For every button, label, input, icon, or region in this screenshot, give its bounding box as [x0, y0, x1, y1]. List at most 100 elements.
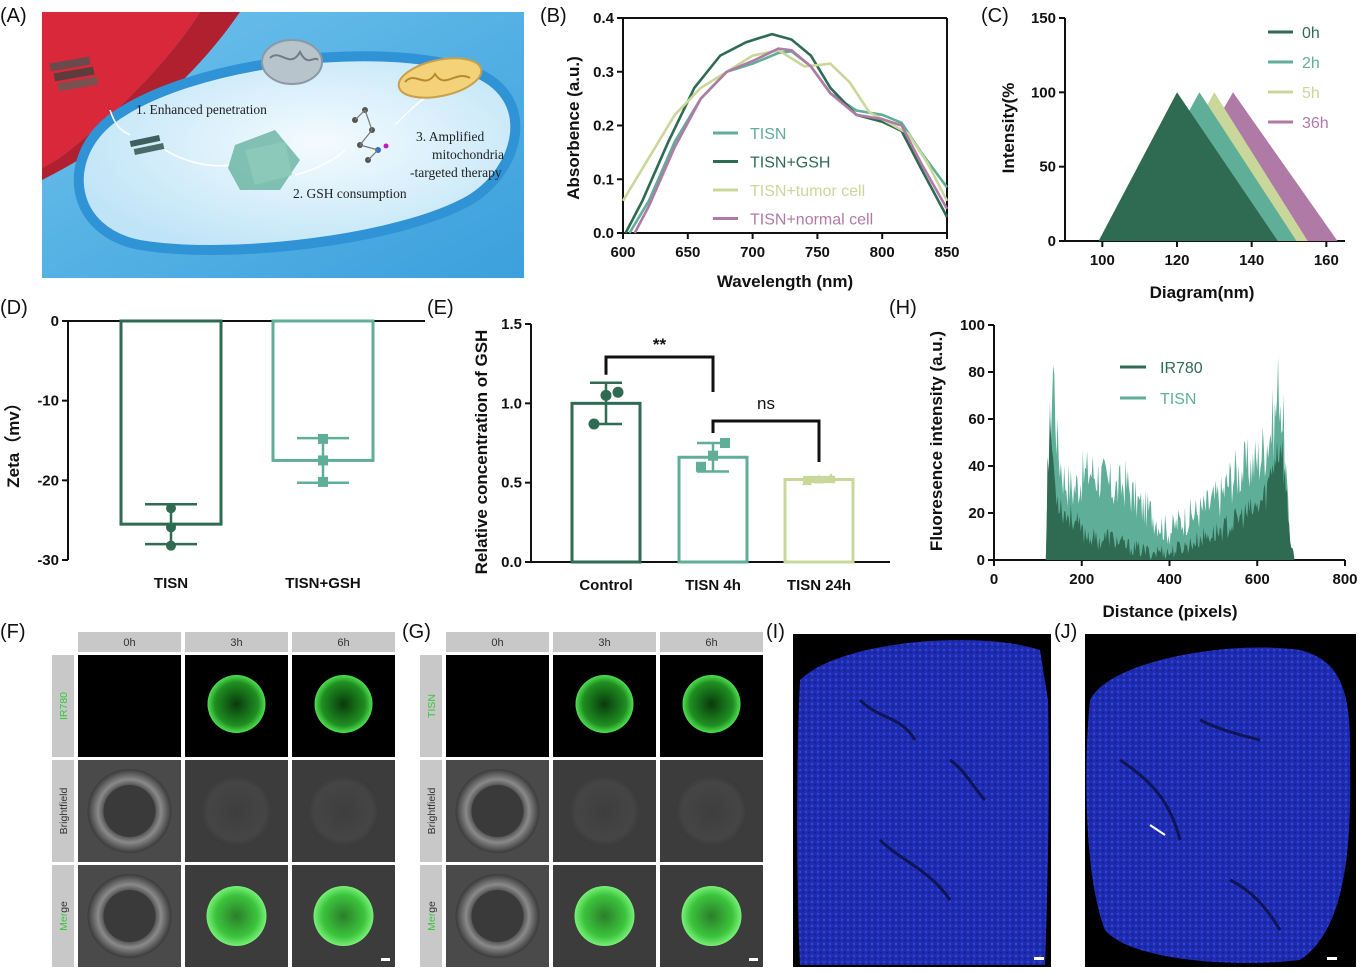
x-tick-label: TISN [154, 575, 188, 592]
column-header-bg [185, 632, 288, 652]
panel-label-e: (E) [427, 297, 454, 319]
spheroid-merge [574, 886, 635, 946]
significance-label: ns [757, 394, 775, 413]
column-header-6h: 6h [705, 637, 717, 649]
panel-label-i: (I) [766, 621, 785, 643]
row-header-merge: Merge [58, 901, 70, 931]
panel-label-c: (C) [981, 5, 1009, 27]
spheroid-brightfield [200, 775, 273, 847]
row-header-bg [52, 655, 74, 757]
significance-label: ** [653, 335, 667, 354]
spheroid-brightfield [568, 775, 641, 847]
legend-label: 5h [1302, 85, 1320, 102]
panel-label-b: (B) [540, 5, 567, 27]
data-point [708, 450, 718, 461]
column-header-bg [446, 632, 549, 652]
y-tick-label: 0 [1048, 233, 1056, 250]
column-header-bg [660, 632, 763, 652]
x-tick-label: 750 [805, 244, 830, 261]
data-point [814, 474, 824, 484]
x-tick-label: 700 [740, 244, 765, 261]
bar-tisn-4h [677, 455, 749, 564]
significance-bracket [604, 355, 715, 392]
y-tick-label: 50 [1039, 159, 1056, 176]
data-point [318, 433, 328, 444]
scale-bar [1327, 957, 1337, 960]
y-tick-label: 0.3 [593, 64, 614, 81]
y-tick-label: 40 [968, 458, 985, 475]
nanosheet-cluster-icon [228, 130, 300, 190]
series-line-tisn-normal-cell [633, 47, 949, 234]
mitochondria-icon [397, 57, 483, 99]
spheroid-brightfield [307, 775, 380, 847]
data-point [166, 503, 176, 514]
column-header-0h: 0h [123, 637, 135, 649]
y-tick-label: 0.0 [593, 225, 614, 242]
series-line-tisn-tumor-cell [621, 48, 949, 202]
data-point [318, 476, 328, 487]
legend-label: TISN [750, 126, 786, 143]
absorbance-chart: 0.0 0.1 0.2 0.3 0.4 600 650 700 750 800 850 TISN TIS… [564, 10, 960, 291]
image-tile [78, 655, 181, 757]
legend-label: 36h [1302, 115, 1329, 132]
row-header-tisn: TISN [426, 694, 438, 718]
nanoparticle-icon [49, 56, 99, 92]
data-point [600, 389, 612, 401]
scale-bar [749, 958, 758, 961]
schematic-diagram: 1. Enhanced penetration 2. GSH consumpti… [42, 12, 524, 278]
x-tick-label: Control [579, 577, 632, 594]
column-header-3h: 3h [598, 637, 610, 649]
legend-label: TISN [1160, 391, 1196, 408]
column-header-6h: 6h [337, 637, 349, 649]
spheroid-core [471, 890, 524, 942]
x-tick-label: 650 [675, 244, 700, 261]
x-tick-label: 140 [1239, 252, 1264, 269]
spheroid-core [471, 785, 524, 837]
gsh-concentration-chart: 0.0 0.5 1.0 1.5 Control TISN 4h TISN 24h ** ns Re… [472, 316, 890, 594]
y-tick-label: 150 [1031, 10, 1056, 27]
column-header-bg [292, 632, 395, 652]
panel-label-a: (A) [0, 5, 27, 27]
panel-label-j: (J) [1054, 621, 1077, 643]
scale-bar [1034, 957, 1044, 960]
bar-tisn [119, 319, 223, 526]
column-header-bg [78, 632, 181, 652]
x-axis-title: Distance (pixels) [1102, 602, 1237, 621]
bar-tisn-24h [783, 477, 855, 564]
y-tick-label: 0.2 [593, 118, 614, 135]
x-tick-label: 800 [870, 244, 895, 261]
y-tick-label: 1.5 [501, 316, 522, 333]
damaged-mitochondria-icon [261, 39, 323, 85]
x-tick-label: 200 [1069, 571, 1094, 588]
y-axis-title: Zeta（mv） [3, 394, 23, 488]
step1-label: 1. Enhanced penetration [136, 102, 267, 117]
step3-label-line3: -targeted therapy [410, 165, 502, 180]
row-header-merge: Merge [426, 901, 438, 931]
bar-control [570, 401, 642, 564]
spheroid-fluorescence [682, 675, 741, 733]
y-tick-label: 1.0 [501, 395, 522, 412]
column-header-3h: 3h [230, 637, 242, 649]
row-header-bg [52, 865, 74, 967]
row-header-ir780: IR780 [58, 692, 70, 720]
series-area-0h [1098, 92, 1278, 241]
panel-label-d: (D) [0, 297, 28, 319]
panel-label-g: (G) [402, 621, 431, 643]
y-tick-label: 0.5 [501, 475, 522, 492]
scale-bar [381, 958, 390, 961]
spheroid-fluorescence [575, 675, 634, 733]
x-tick-label: 400 [1157, 571, 1182, 588]
significance-bracket [711, 419, 821, 462]
molecule-icon [352, 107, 389, 163]
series-area-ir780 [1045, 416, 1295, 560]
cell-shape [73, 51, 521, 255]
panel-label-f: (F) [0, 621, 26, 643]
tumor-section-i [793, 634, 1051, 967]
panel-label-h: (H) [889, 297, 917, 319]
y-axis-title: Absorbence (a.u.) [564, 56, 583, 200]
y-tick-label: 20 [968, 505, 985, 522]
row-header-brightfield: Brightfield [426, 788, 438, 835]
x-axis-title: Diagram(nm) [1150, 283, 1255, 302]
spheroid-brightfield [675, 775, 748, 847]
y-tick-label: 0.4 [593, 10, 615, 27]
